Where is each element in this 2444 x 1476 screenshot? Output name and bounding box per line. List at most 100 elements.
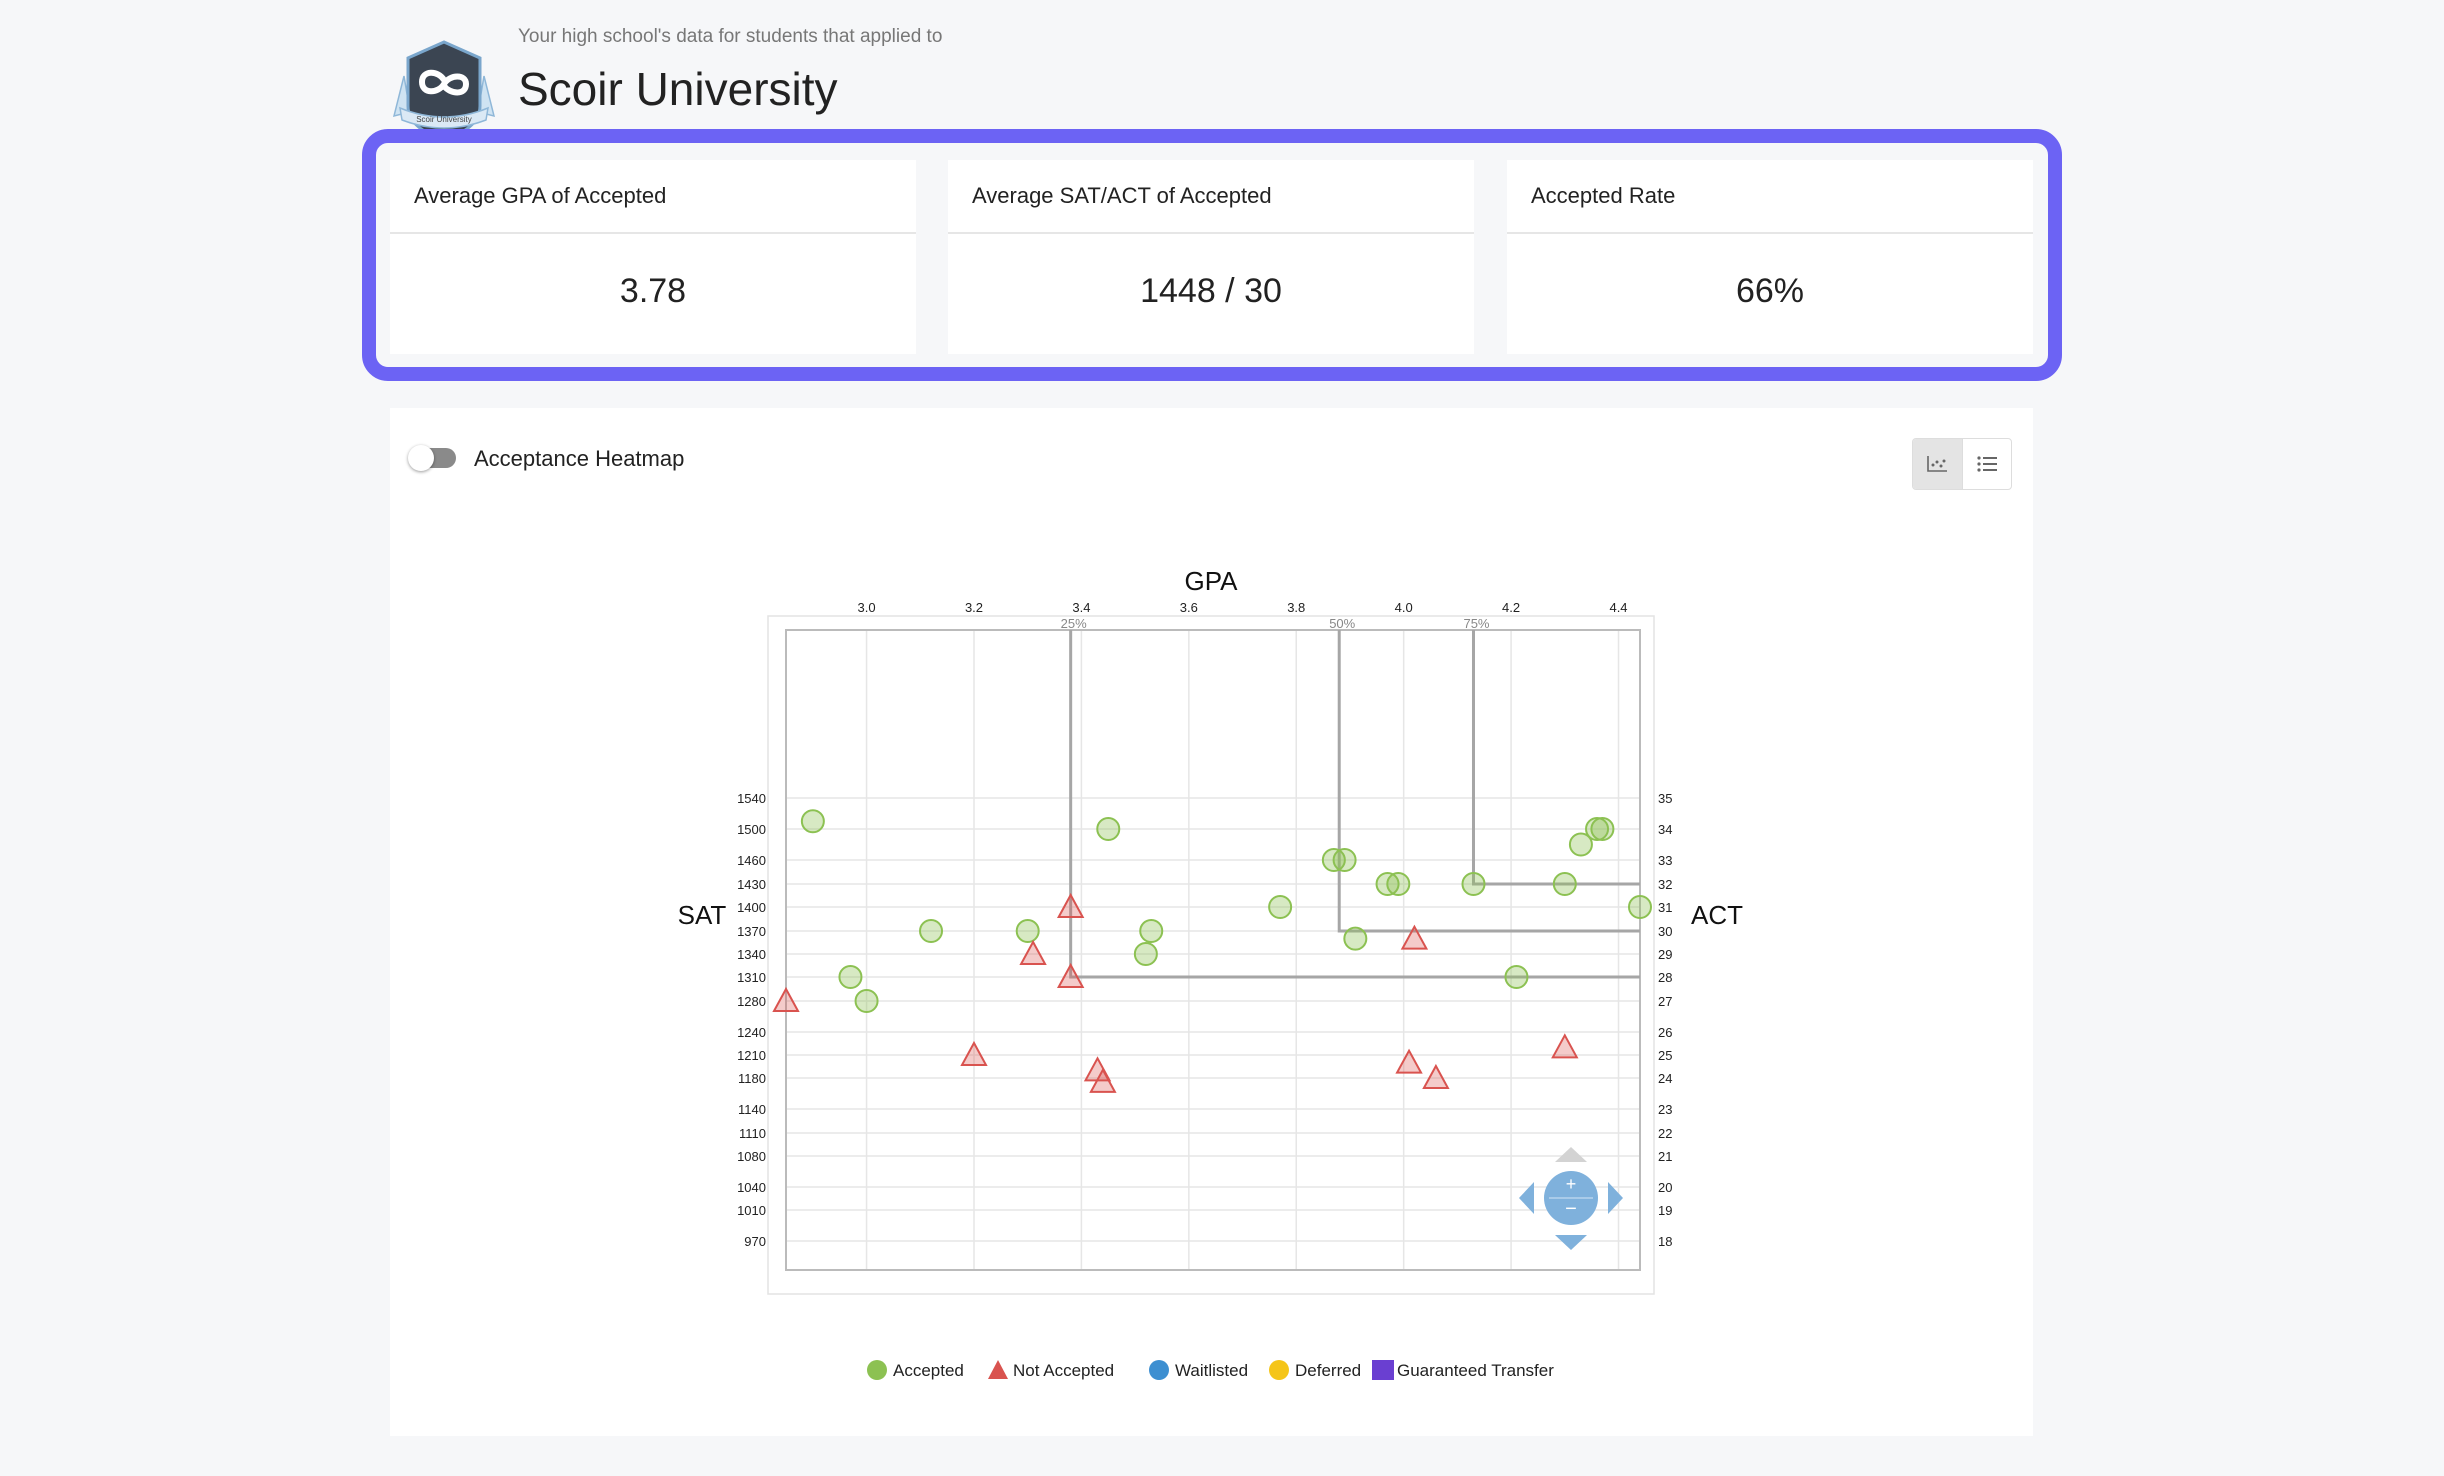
sat-tick-label: 1370 bbox=[737, 924, 766, 939]
act-tick-label: 35 bbox=[1658, 791, 1672, 806]
stat-label-accepted-rate: Accepted Rate bbox=[1507, 160, 2033, 234]
list-view-button[interactable] bbox=[1963, 439, 2012, 489]
accepted-point bbox=[1568, 832, 1593, 857]
accepted-point bbox=[1386, 872, 1411, 896]
act-tick-label: 33 bbox=[1658, 853, 1672, 868]
act-tick-label: 27 bbox=[1658, 994, 1672, 1009]
not-accepted-point bbox=[1019, 939, 1047, 965]
stat-value-gpa: 3.78 bbox=[619, 272, 687, 310]
accepted-point bbox=[1343, 926, 1368, 951]
percentile-label: 50% bbox=[1329, 616, 1355, 631]
sat-tick-label: 1400 bbox=[737, 900, 766, 915]
not-accepted-point bbox=[1056, 892, 1085, 918]
zoom-pan-control[interactable]: + − bbox=[1519, 1147, 1623, 1250]
sat-tick-label: 1310 bbox=[737, 970, 766, 985]
act-tick-label: 22 bbox=[1658, 1126, 1672, 1141]
accepted-point bbox=[919, 919, 944, 943]
stat-card-accepted-rate: Accepted Rate 66% bbox=[1507, 160, 2033, 354]
accepted-point bbox=[1332, 848, 1357, 872]
not-accepted-point bbox=[772, 986, 800, 1012]
percentile-line bbox=[1471, 630, 1640, 886]
sat-tick-label: 1500 bbox=[737, 822, 766, 837]
accepted-point bbox=[838, 965, 863, 989]
not-accepted-point bbox=[1551, 1033, 1579, 1059]
pan-down-icon[interactable] bbox=[1555, 1235, 1587, 1250]
percentile-line bbox=[1337, 630, 1640, 933]
scatter-view-button[interactable] bbox=[1913, 439, 1963, 489]
act-tick-label: 24 bbox=[1658, 1071, 1672, 1086]
accepted-point bbox=[1096, 817, 1121, 841]
zoom-in-icon[interactable]: + bbox=[1566, 1174, 1577, 1194]
not-accepted-point bbox=[1422, 1063, 1450, 1089]
act-tick-label: 20 bbox=[1658, 1180, 1672, 1195]
not-accepted-point bbox=[1056, 962, 1085, 988]
stat-card-gpa: Average GPA of Accepted 3.78 bbox=[390, 160, 916, 354]
stat-card-test-score: Average SAT/ACT of Accepted 1448 / 30 bbox=[948, 160, 1474, 354]
act-tick-label: 29 bbox=[1658, 947, 1672, 962]
legend-swatch bbox=[867, 1360, 887, 1380]
scattergram-panel: Acceptance Heatmap bbox=[390, 408, 2033, 1436]
accepted-point bbox=[1015, 919, 1040, 943]
zoom-out-icon[interactable]: − bbox=[1565, 1198, 1577, 1220]
x-tick-label: 4.2 bbox=[1502, 600, 1520, 615]
accepted-point bbox=[800, 809, 825, 834]
not-accepted-point bbox=[960, 1040, 988, 1066]
act-tick-label: 26 bbox=[1658, 1025, 1672, 1040]
heatmap-toggle[interactable] bbox=[408, 445, 456, 471]
act-tick-label: 28 bbox=[1658, 970, 1672, 985]
chart-outer-frame bbox=[767, 615, 1655, 1295]
sat-tick-label: 1460 bbox=[737, 853, 766, 868]
legend-swatch bbox=[1269, 1360, 1289, 1380]
act-tick-label: 34 bbox=[1658, 822, 1672, 837]
sat-tick-label: 1080 bbox=[737, 1149, 766, 1164]
view-switcher bbox=[1912, 438, 2012, 490]
x-tick-label: 3.2 bbox=[965, 600, 983, 615]
act-tick-label: 23 bbox=[1658, 1102, 1672, 1117]
not-accepted-point bbox=[1395, 1048, 1423, 1074]
accepted-point bbox=[1461, 872, 1486, 896]
legend-label: Waitlisted bbox=[1175, 1361, 1248, 1380]
sat-tick-label: 970 bbox=[744, 1234, 766, 1249]
act-tick-label: 32 bbox=[1658, 877, 1672, 892]
y2-axis-title: ACT bbox=[1691, 900, 1743, 930]
accepted-point bbox=[1590, 817, 1615, 841]
accepted-point bbox=[1504, 965, 1529, 989]
stat-value-accepted-rate: 66% bbox=[1735, 272, 1805, 310]
scatter-chart-icon bbox=[1927, 456, 1948, 472]
sat-tick-label: 1280 bbox=[737, 994, 766, 1009]
sat-tick-label: 1240 bbox=[737, 1025, 766, 1040]
act-tick-label: 18 bbox=[1658, 1234, 1672, 1249]
legend-label: Guaranteed Transfer bbox=[1397, 1361, 1554, 1380]
accepted-point bbox=[1268, 895, 1293, 919]
x-tick-label: 3.6 bbox=[1180, 600, 1198, 615]
sat-tick-label: 1010 bbox=[737, 1203, 766, 1218]
act-tick-label: 19 bbox=[1658, 1203, 1672, 1218]
page-subtitle: Your high school's data for students tha… bbox=[518, 26, 943, 47]
logo-text: Scoir University bbox=[416, 115, 472, 124]
act-tick-label: 25 bbox=[1658, 1048, 1672, 1063]
pan-left-icon[interactable] bbox=[1519, 1182, 1534, 1214]
sat-tick-label: 1540 bbox=[737, 791, 766, 806]
sat-tick-label: 1210 bbox=[737, 1048, 766, 1063]
legend-swatch bbox=[1372, 1360, 1394, 1380]
sat-tick-label: 1180 bbox=[738, 1071, 766, 1086]
x-tick-label: 3.8 bbox=[1287, 600, 1305, 615]
pan-right-icon[interactable] bbox=[1608, 1182, 1623, 1214]
accepted-point bbox=[1585, 817, 1610, 841]
legend-label: Deferred bbox=[1295, 1361, 1361, 1380]
not-accepted-point bbox=[1089, 1067, 1117, 1093]
legend-swatch bbox=[1149, 1360, 1169, 1380]
percentile-label: 25% bbox=[1061, 616, 1087, 631]
y-axis-title: SAT bbox=[678, 900, 727, 930]
sat-tick-label: 1140 bbox=[738, 1102, 766, 1117]
sat-tick-label: 1040 bbox=[737, 1180, 766, 1195]
heatmap-toggle-label: Acceptance Heatmap bbox=[474, 446, 685, 471]
x-tick-label: 4.4 bbox=[1609, 600, 1627, 615]
act-tick-label: 21 bbox=[1658, 1149, 1672, 1164]
x-axis-title: GPA bbox=[1185, 566, 1239, 596]
sat-tick-label: 1430 bbox=[737, 877, 766, 892]
legend-label: Accepted bbox=[893, 1361, 964, 1380]
stat-value-test-score: 1448 / 30 bbox=[1140, 272, 1282, 310]
pan-up-icon[interactable] bbox=[1555, 1147, 1587, 1162]
